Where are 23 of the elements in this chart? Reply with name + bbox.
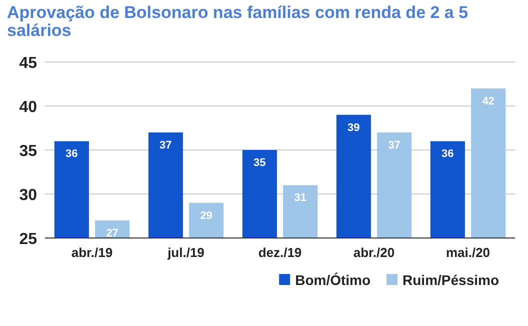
data-label: 39 (348, 122, 360, 134)
data-label: 35 (254, 157, 266, 169)
y-tick-label: 40 (19, 99, 38, 116)
data-label: 27 (106, 227, 118, 240)
x-tick-label: jul./19 (166, 245, 204, 260)
data-label: 37 (160, 139, 172, 152)
y-tick-label: 30 (19, 187, 38, 204)
y-tick-label: 45 (19, 55, 38, 72)
x-tick-label: abr./20 (353, 245, 395, 260)
data-label: 31 (294, 192, 306, 204)
data-label: 37 (388, 139, 400, 152)
data-label: 36 (66, 148, 78, 160)
chart-title: Aprovação de Bolsonaro nas famílias com renda de 2 a 5 salários (7, 3, 468, 40)
y-tick-label: 25 (19, 231, 38, 248)
data-label: 29 (200, 210, 212, 222)
x-tick-label: dez./19 (258, 245, 302, 260)
data-label: 36 (442, 148, 454, 160)
x-tick-label: abr./19 (71, 245, 113, 260)
y-tick-label: 35 (19, 143, 38, 160)
data-label: 42 (482, 95, 494, 108)
legend-label: Bom/Ótimo (295, 272, 371, 288)
legend-label: Ruim/Péssimo (402, 272, 500, 288)
x-tick-label: mai./20 (446, 245, 490, 260)
